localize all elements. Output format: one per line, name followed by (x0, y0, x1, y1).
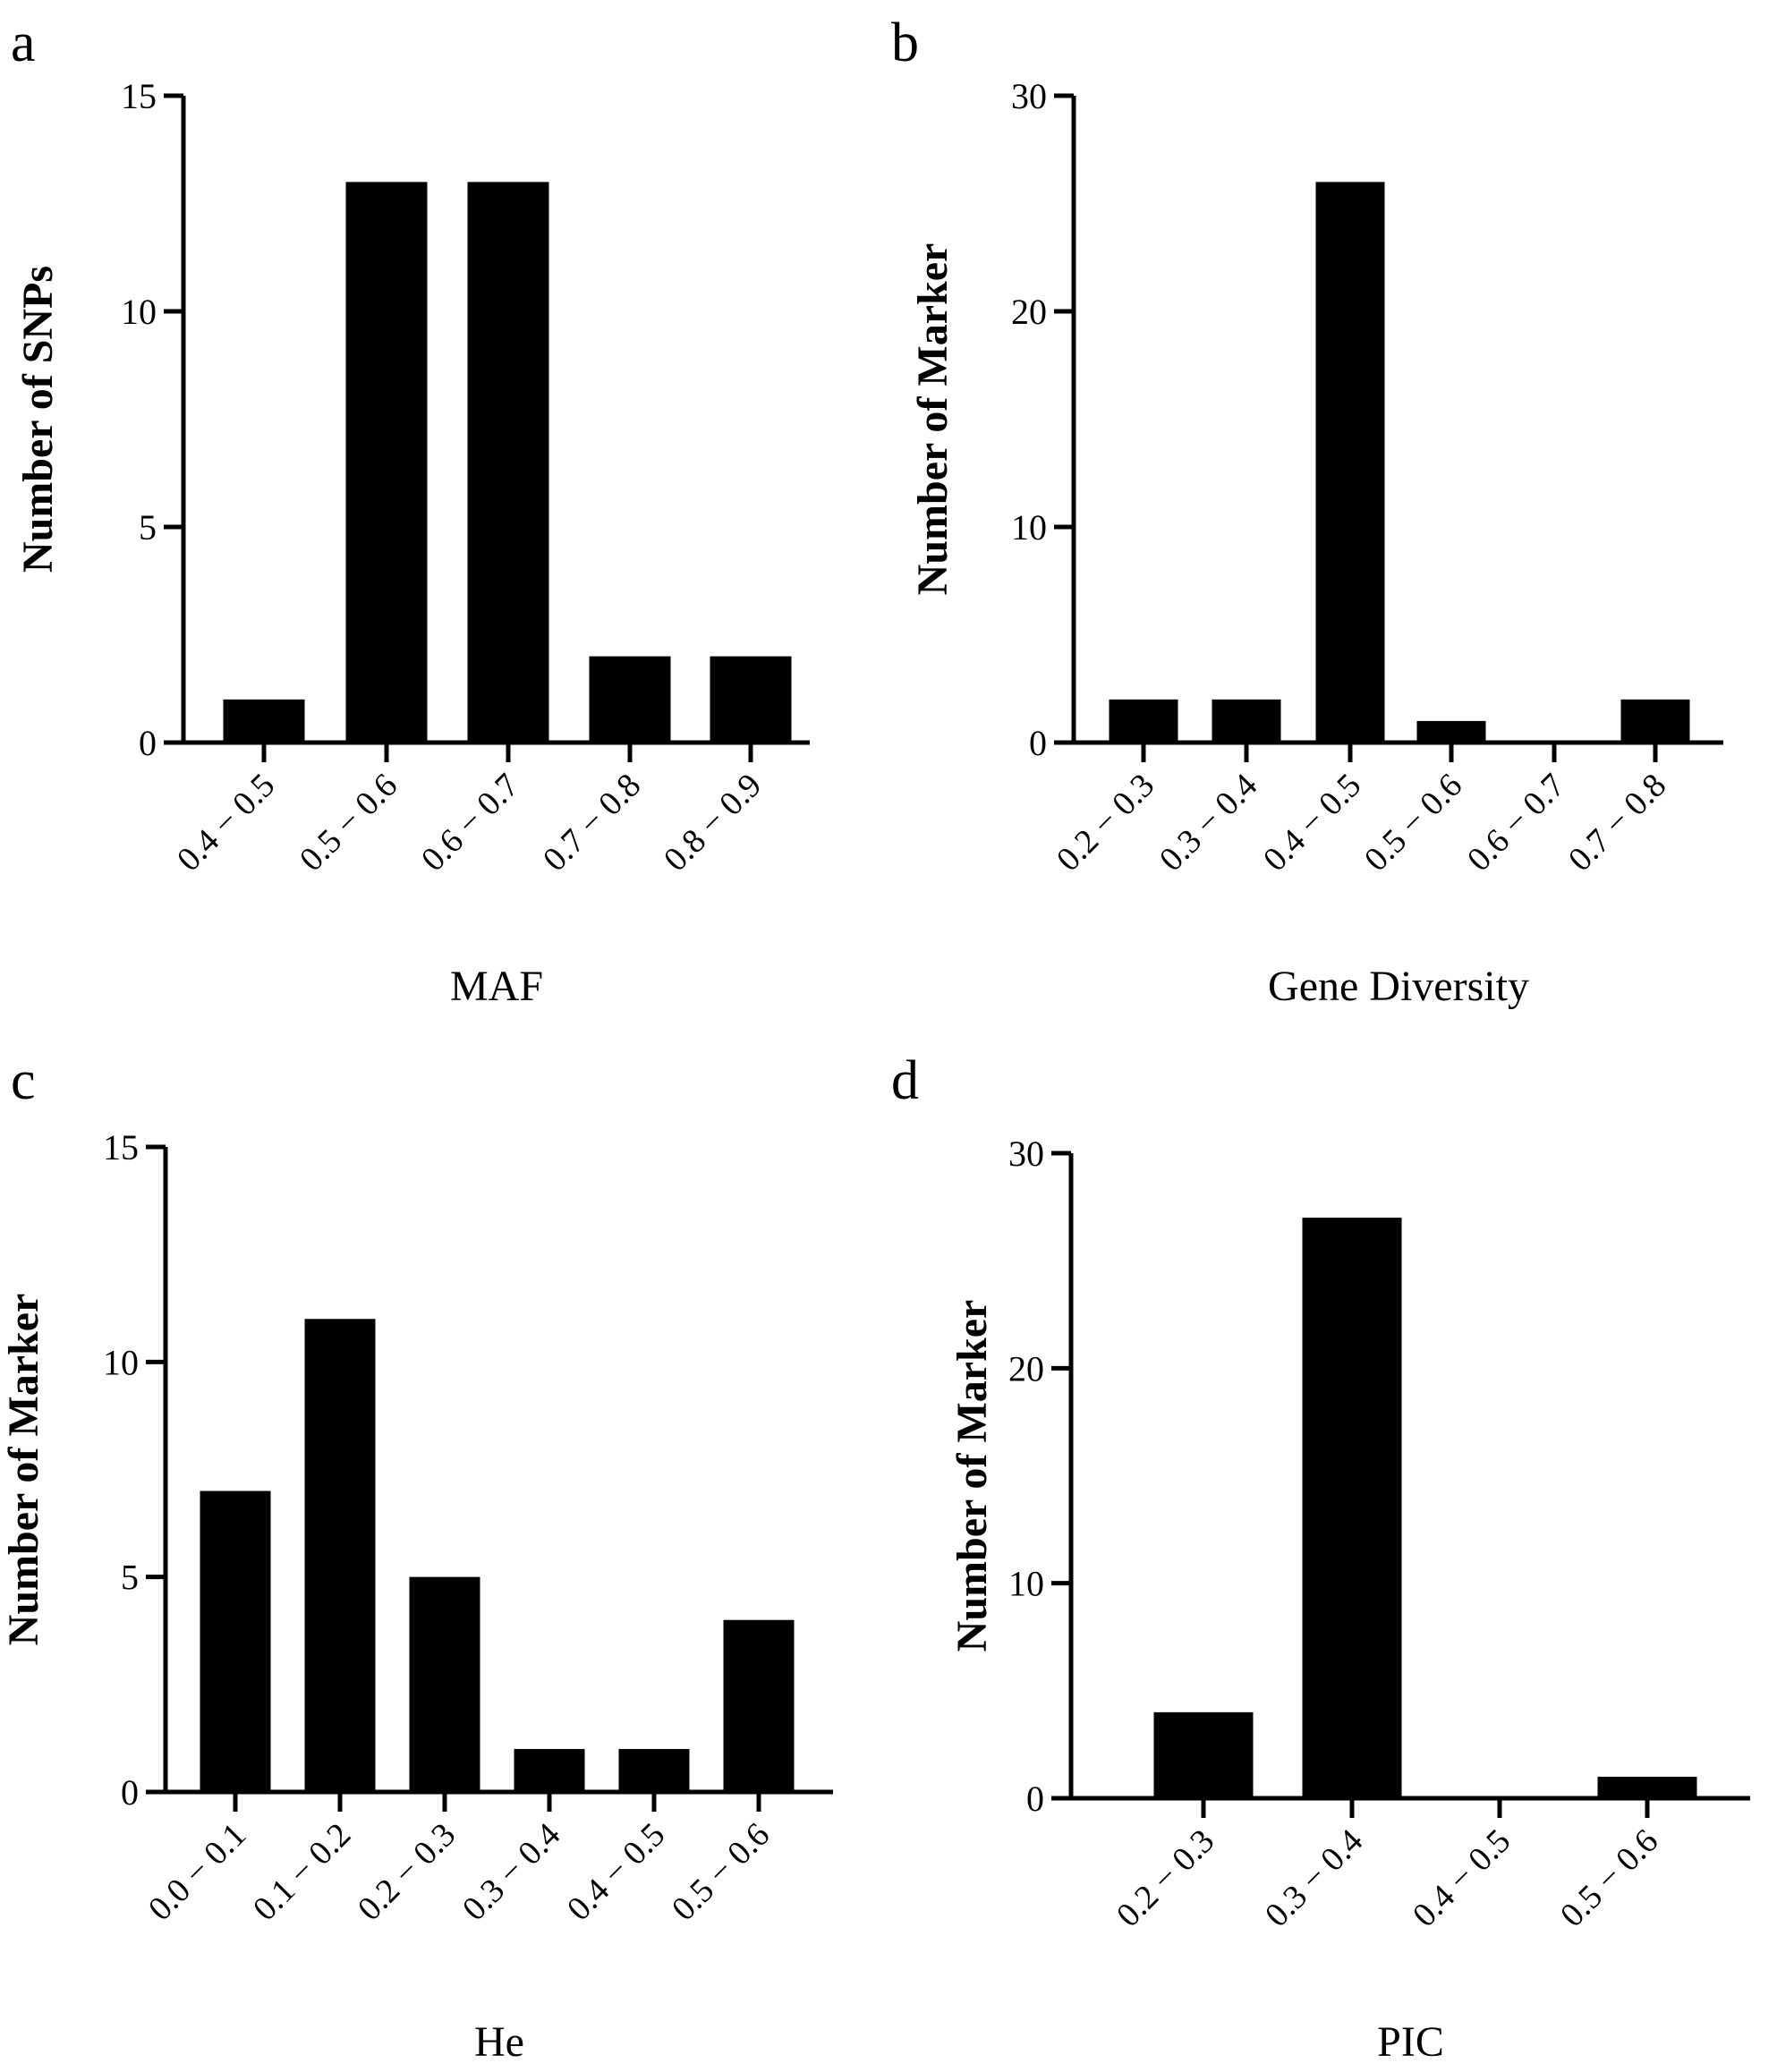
x-axis-title: Gene Diversity (1268, 963, 1529, 1010)
bar-2 (1315, 182, 1385, 743)
y-axis-title: Number of SNPs (14, 266, 62, 573)
y-tick-label: 15 (103, 1127, 139, 1168)
y-tick-label: 0 (139, 723, 157, 763)
x-tick-label: 0.8 − 0.9 (657, 767, 769, 879)
x-tick-label: 0.4 − 0.5 (170, 767, 282, 879)
bar-3 (1597, 1776, 1697, 1798)
bar-1 (304, 1319, 376, 1792)
x-tick-label: 0.5 − 0.6 (665, 1816, 777, 1928)
bar-0 (223, 699, 305, 743)
bar-5 (1620, 699, 1690, 743)
x-tick-label: 0.0 − 0.1 (141, 1816, 253, 1928)
x-tick-label: 0.4 − 0.5 (1406, 1822, 1518, 1934)
y-tick-label: 5 (121, 1558, 139, 1598)
bar-2 (409, 1576, 480, 1792)
x-axis-title: PIC (1377, 2018, 1444, 2066)
x-tick-label: 0.3 − 0.4 (1152, 767, 1264, 879)
y-tick-label: 0 (1029, 723, 1047, 763)
panel-letter: b (891, 13, 919, 73)
x-tick-label: 0.7 − 0.8 (1561, 767, 1673, 879)
y-tick-label: 10 (1011, 507, 1047, 548)
y-axis-title: Number of Marker (948, 1300, 996, 1652)
bar-0 (200, 1490, 271, 1792)
x-tick-label: 0.7 − 0.8 (536, 767, 648, 879)
bar-0 (1109, 699, 1178, 743)
x-tick-label: 0.1 − 0.2 (246, 1816, 358, 1928)
chart-panel-a: a 0 5 10 15 0.4 − 0.5 0.5 − 0.6 0.6 − 0.7 0.7 − … (11, 13, 810, 1010)
y-axis-title: Number of Marker (909, 243, 957, 596)
panel-letter: c (11, 1050, 36, 1111)
bar-2 (467, 182, 549, 743)
y-tick-label: 5 (139, 507, 157, 548)
y-tick-label: 15 (121, 76, 157, 116)
bar-3 (589, 656, 671, 743)
bar-1 (345, 182, 428, 743)
chart-panel-d: d 0 10 20 30 0.2 − 0.3 0.3 − 0.4 0.4 − 0.5 0.5 −… (891, 1050, 1750, 2066)
y-tick-label: 20 (1011, 292, 1047, 332)
bar-1 (1212, 699, 1281, 743)
y-tick-label: 10 (1008, 1564, 1044, 1604)
y-tick-label: 30 (1011, 76, 1047, 116)
bar-3 (514, 1748, 585, 1792)
y-tick-label: 0 (1026, 1779, 1044, 1819)
y-tick-label: 10 (103, 1342, 139, 1382)
x-tick-label: 0.6 − 0.7 (414, 767, 526, 879)
x-tick-label: 0.3 − 0.4 (455, 1816, 567, 1928)
y-tick-label: 0 (121, 1772, 139, 1813)
panel-letter: a (11, 13, 36, 73)
y-tick-label: 30 (1008, 1134, 1044, 1174)
x-tick-label: 0.3 − 0.4 (1258, 1822, 1370, 1934)
x-tick-label: 0.2 − 0.3 (1050, 767, 1161, 879)
y-axis-title: Number of Marker (0, 1294, 47, 1646)
x-tick-label: 0.4 − 0.5 (560, 1816, 672, 1928)
x-tick-label: 0.5 − 0.6 (1553, 1822, 1665, 1934)
x-axis-title: MAF (450, 963, 543, 1010)
y-tick-label: 20 (1008, 1348, 1044, 1388)
bar-0 (1153, 1711, 1254, 1798)
chart-panel-c: c 0 5 10 15 0.0 − 0.10.1 − 0.20.2 − 0.30.3 − … (0, 1050, 833, 2066)
x-tick-label: 0.6 − 0.7 (1460, 767, 1572, 879)
x-tick-label: 0.2 − 0.3 (351, 1816, 463, 1928)
chart-panel-b: b 0 10 20 30 0.2 − 0.30.3 − 0.40.4 − 0.50.5 −… (891, 13, 1723, 1010)
x-tick-label: 0.5 − 0.6 (293, 767, 404, 879)
y-tick-label: 10 (121, 292, 157, 332)
bar-3 (1416, 720, 1486, 743)
x-tick-label: 0.5 − 0.6 (1357, 767, 1469, 879)
bar-5 (723, 1619, 795, 1792)
bar-4 (710, 656, 792, 743)
bar-4 (618, 1748, 690, 1792)
x-tick-label: 0.4 − 0.5 (1256, 767, 1368, 879)
x-axis-title: He (474, 2018, 524, 2066)
bar-1 (1302, 1218, 1402, 1798)
panel-letter: d (891, 1050, 919, 1111)
x-tick-label: 0.2 − 0.3 (1110, 1822, 1221, 1934)
